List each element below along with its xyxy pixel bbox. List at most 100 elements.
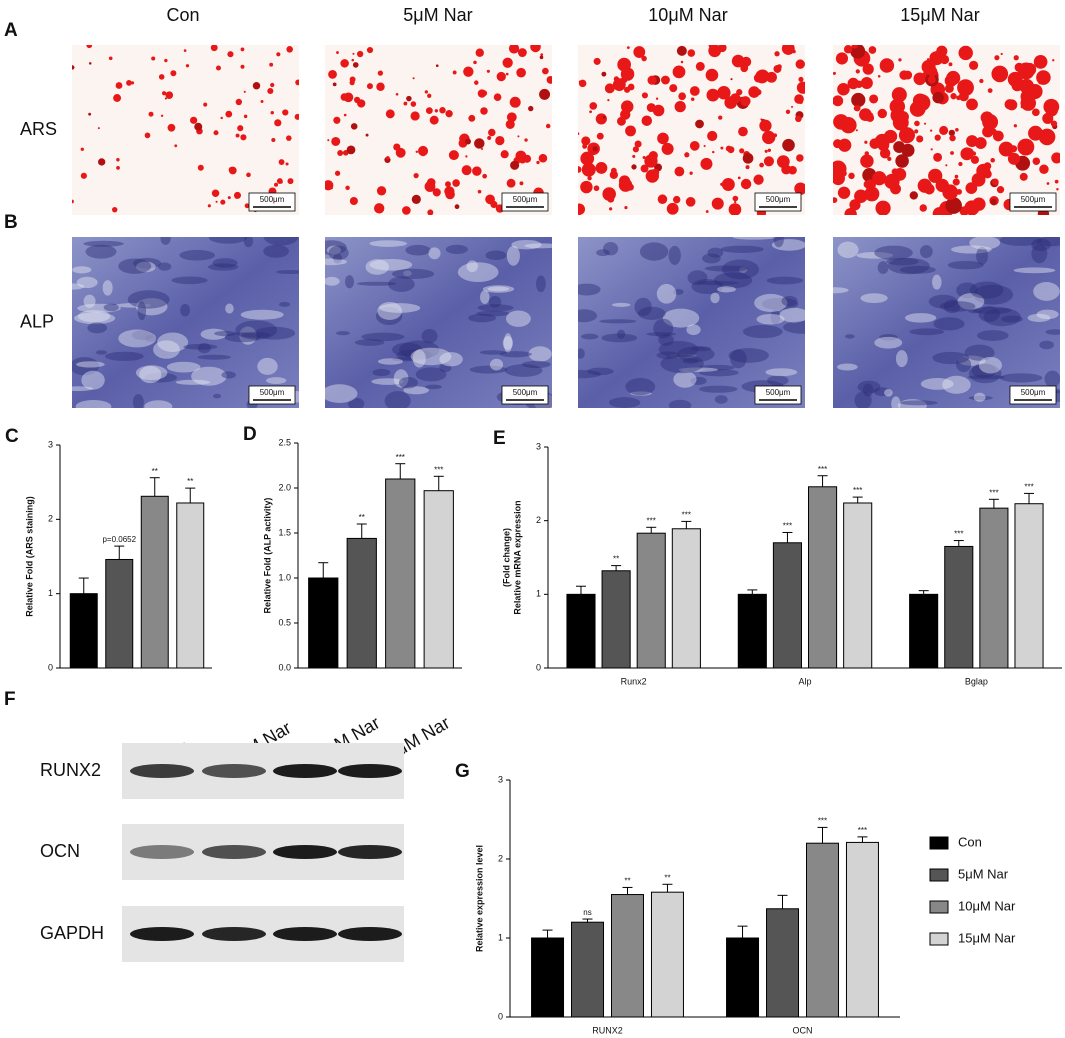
stain — [435, 64, 439, 68]
stain — [782, 320, 805, 334]
stain — [612, 78, 626, 92]
panel-label: B — [4, 212, 18, 233]
stain — [439, 363, 452, 373]
stain — [578, 132, 580, 136]
stain — [1000, 52, 1003, 56]
stain — [602, 115, 606, 119]
stain — [705, 68, 719, 82]
stain — [135, 261, 156, 273]
stain — [710, 292, 720, 304]
stain — [415, 367, 447, 382]
stain — [641, 92, 648, 99]
stain — [874, 336, 903, 349]
stain — [798, 76, 804, 82]
stain — [1007, 152, 1021, 165]
micrograph: 500μm — [72, 237, 299, 408]
annotation: *** — [858, 826, 867, 835]
stain — [144, 132, 151, 139]
stain — [983, 308, 1021, 327]
stain — [160, 237, 171, 245]
stain — [854, 391, 872, 408]
stain — [80, 172, 87, 179]
stain — [855, 69, 860, 74]
micrograph-content — [833, 237, 1060, 408]
stain — [909, 191, 919, 200]
row-label: ARS — [20, 119, 57, 139]
stain — [473, 60, 477, 65]
stain — [325, 384, 358, 403]
stain — [517, 48, 527, 58]
stain — [179, 249, 215, 261]
stain — [499, 351, 532, 358]
stain — [599, 319, 637, 324]
stain — [889, 98, 906, 115]
stain — [968, 395, 993, 401]
stain — [690, 346, 712, 352]
stain — [581, 136, 591, 146]
stain — [764, 149, 768, 153]
stain — [589, 102, 598, 110]
stain — [626, 46, 630, 50]
stain — [337, 150, 344, 156]
stain — [352, 52, 355, 55]
stain — [625, 378, 656, 396]
stain — [690, 376, 707, 385]
scale-bar-label: 500μm — [766, 388, 791, 397]
stain — [75, 399, 112, 408]
stain — [660, 354, 704, 374]
stain — [425, 384, 442, 390]
micrograph: 500μm — [72, 45, 299, 215]
stain — [102, 280, 113, 296]
annotation: ns — [583, 908, 591, 917]
stain — [668, 399, 692, 408]
stain — [647, 75, 657, 85]
stain — [479, 290, 490, 305]
stain — [343, 113, 347, 117]
stain — [1019, 78, 1034, 94]
stain — [674, 101, 686, 113]
stain — [183, 49, 187, 52]
stain — [678, 92, 686, 101]
band-label: GAPDH — [40, 923, 104, 943]
stain — [739, 266, 748, 274]
y-tick-label: 3 — [498, 774, 503, 784]
x-tick-label: RUNX2 — [592, 1025, 623, 1035]
x-tick-label: OCN — [793, 1025, 813, 1035]
stain — [365, 259, 389, 275]
legend-swatch — [929, 836, 949, 850]
stain — [542, 67, 549, 75]
stain — [270, 82, 275, 88]
stain — [376, 186, 387, 196]
stain — [646, 332, 676, 337]
stain — [875, 200, 891, 215]
stain — [898, 58, 902, 62]
bar — [385, 478, 416, 669]
stain — [669, 353, 697, 359]
stain — [794, 94, 804, 104]
stain — [634, 297, 652, 317]
stain — [759, 162, 764, 168]
stain — [926, 58, 930, 61]
annotation: *** — [783, 522, 792, 531]
stain — [732, 195, 739, 202]
stain — [127, 290, 170, 309]
stain — [489, 358, 504, 371]
bar — [636, 532, 666, 669]
stain — [589, 110, 592, 114]
stain — [103, 303, 119, 312]
stain — [72, 266, 92, 274]
stain — [958, 161, 963, 167]
stain — [967, 374, 1006, 380]
y-tick-label: 1.5 — [278, 527, 291, 537]
stain — [521, 360, 551, 369]
annotation: *** — [954, 530, 963, 539]
stain — [411, 194, 421, 204]
legend-label: Con — [958, 834, 982, 849]
stain — [151, 56, 156, 61]
stain — [964, 200, 980, 215]
stain — [131, 330, 154, 341]
stain — [892, 114, 909, 131]
stain — [270, 111, 274, 115]
blot-band — [273, 764, 337, 778]
stain — [266, 377, 287, 384]
